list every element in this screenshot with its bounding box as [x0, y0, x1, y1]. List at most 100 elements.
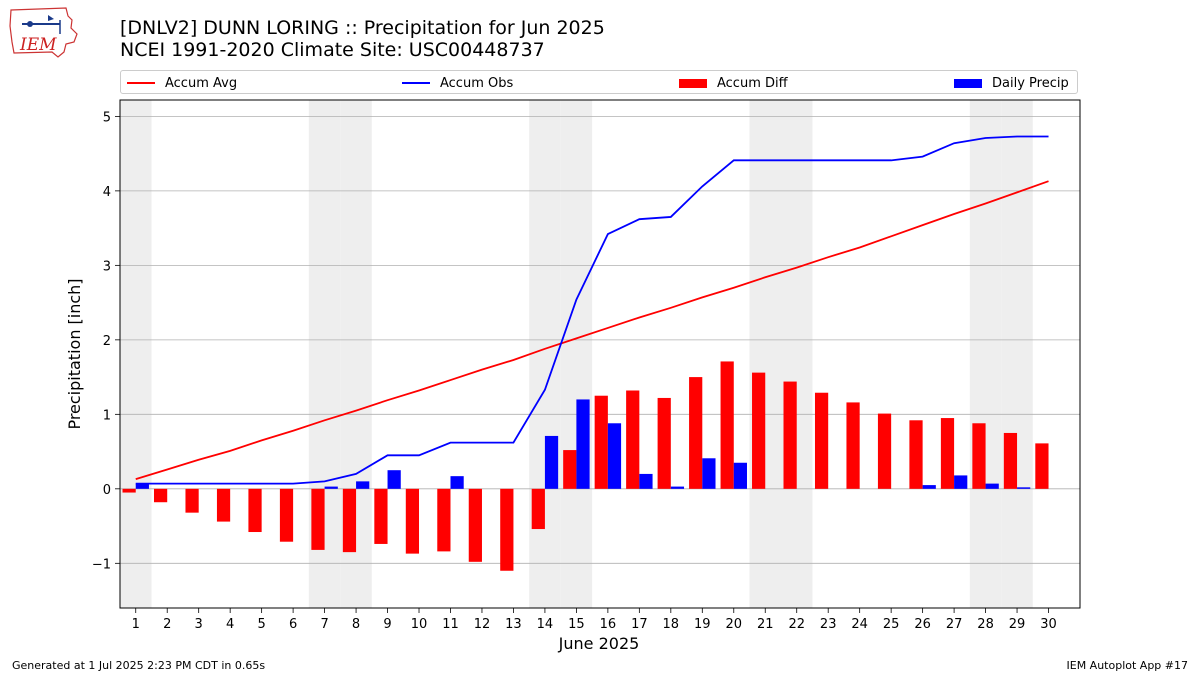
accum-diff-bar — [877, 413, 892, 489]
x-tick-label: 8 — [352, 617, 360, 632]
daily-precip-bar — [922, 485, 936, 489]
legend-item-daily-precip: Daily Precip — [954, 74, 1069, 92]
x-tick-label: 15 — [568, 617, 585, 632]
daily-precip-bar — [1017, 487, 1031, 489]
accum-diff-bar — [500, 488, 514, 571]
accum-diff-bar — [1035, 443, 1049, 489]
accum-diff-bar — [752, 372, 766, 489]
legend-swatch — [954, 78, 982, 88]
daily-precip-bar — [639, 473, 653, 489]
accum-obs-line — [135, 135, 1049, 485]
x-tick-label: 14 — [537, 617, 554, 632]
legend-label: Accum Diff — [717, 75, 788, 91]
x-tick-label: 22 — [788, 617, 805, 632]
accum-diff-bar — [531, 488, 545, 530]
daily-precip-bar — [954, 475, 968, 489]
weekend-shade — [1001, 100, 1033, 608]
y-tick-label: 1 — [103, 408, 111, 423]
x-tick-label: 4 — [226, 617, 234, 632]
accum-diff-bar — [626, 390, 640, 489]
chart-subtitle: NCEI 1991-2020 Climate Site: USC00448737 — [120, 39, 545, 61]
daily-precip-bar — [985, 483, 999, 489]
accum-diff-bar — [972, 423, 986, 489]
x-tick-label: 21 — [757, 617, 774, 632]
y-tick-label: 3 — [103, 259, 111, 274]
accum-diff-bar — [689, 377, 703, 489]
generated-timestamp: Generated at 1 Jul 2025 2:23 PM CDT in 0… — [12, 659, 266, 672]
iem-logo: IEM — [9, 7, 78, 58]
legend-swatch — [127, 82, 155, 84]
x-tick-label: 30 — [1040, 617, 1057, 632]
accum-diff-bar — [405, 488, 420, 554]
accum-diff-bar — [940, 418, 955, 489]
accum-diff-bar — [720, 361, 734, 489]
accum-diff-bar — [1003, 432, 1018, 489]
accum-diff-bar — [437, 488, 451, 552]
x-tick-label: 20 — [725, 617, 742, 632]
x-tick-label: 28 — [977, 617, 994, 632]
x-tick-label: 16 — [600, 617, 617, 632]
y-tick-label: 4 — [103, 185, 111, 200]
x-tick-label: 10 — [411, 617, 428, 632]
x-axis-label: June 2025 — [558, 634, 640, 653]
weekend-shade — [749, 100, 781, 608]
accum-diff-bar — [374, 488, 388, 544]
x-tick-label: 27 — [946, 617, 963, 632]
legend-swatch — [402, 82, 430, 84]
accum-diff-bar — [279, 488, 294, 542]
accum-diff-bar — [846, 402, 860, 489]
legend-swatch — [679, 78, 707, 88]
accum-diff-bar — [153, 488, 168, 503]
accum-diff-bar — [563, 450, 577, 489]
x-tick-label: 19 — [694, 617, 711, 632]
chart-title: [DNLV2] DUNN LORING :: Precipitation for… — [120, 17, 605, 39]
x-tick-label: 6 — [289, 617, 297, 632]
accum-diff-bar — [216, 488, 231, 522]
y-tick-label: 0 — [103, 483, 111, 498]
accum-diff-bar — [185, 488, 199, 513]
x-tick-label: 3 — [195, 617, 203, 632]
x-tick-label: 24 — [851, 617, 868, 632]
y-tick-label: −1 — [92, 557, 111, 572]
x-tick-label: 17 — [631, 617, 648, 632]
weekend-shade — [120, 100, 152, 608]
x-tick-label: 29 — [1009, 617, 1026, 632]
accum-diff-bar — [909, 420, 923, 489]
legend-item-accum-diff: Accum Diff — [679, 74, 788, 92]
x-tick-label: 2 — [163, 617, 171, 632]
x-tick-label: 11 — [442, 617, 459, 632]
accum-diff-bar — [342, 488, 357, 553]
weekend-shade — [969, 100, 1002, 608]
plot-frame — [119, 99, 1081, 609]
daily-precip-bar — [450, 476, 464, 489]
accum-diff-bar — [248, 488, 262, 533]
daily-precip-bar — [544, 435, 559, 489]
x-tick-label: 18 — [663, 617, 680, 632]
daily-precip-bar — [702, 458, 716, 489]
x-tick-label: 12 — [474, 617, 491, 632]
logo-text: IEM — [19, 35, 57, 55]
accum-avg-line — [135, 180, 1049, 480]
daily-precip-bar — [387, 470, 401, 489]
y-tick-label: 2 — [103, 334, 111, 349]
legend-label: Daily Precip — [992, 75, 1069, 91]
daily-precip-bar — [356, 481, 370, 489]
weekend-shade — [560, 100, 593, 608]
legend-label: Accum Avg — [165, 75, 238, 91]
daily-precip-bar — [324, 486, 338, 489]
x-tick-label: 7 — [320, 617, 328, 632]
daily-precip-bar — [135, 483, 149, 489]
daily-precip-bar — [607, 423, 622, 489]
legend-item-accum-avg: Accum Avg — [127, 74, 237, 92]
x-tick-label: 1 — [132, 617, 140, 632]
y-axis-label: Precipitation [inch] — [65, 278, 84, 429]
daily-precip-bar — [576, 399, 590, 489]
daily-precip-bar — [670, 486, 685, 489]
chart-legend: Accum Avg Accum Obs Accum Diff Daily Pre… — [120, 70, 1078, 94]
weekend-shade — [780, 100, 813, 608]
weekend-shade — [529, 100, 561, 608]
legend-item-accum-obs: Accum Obs — [402, 74, 513, 92]
x-tick-label: 26 — [914, 617, 931, 632]
autoplot-app-id: IEM Autoplot App #17 — [1066, 659, 1189, 672]
